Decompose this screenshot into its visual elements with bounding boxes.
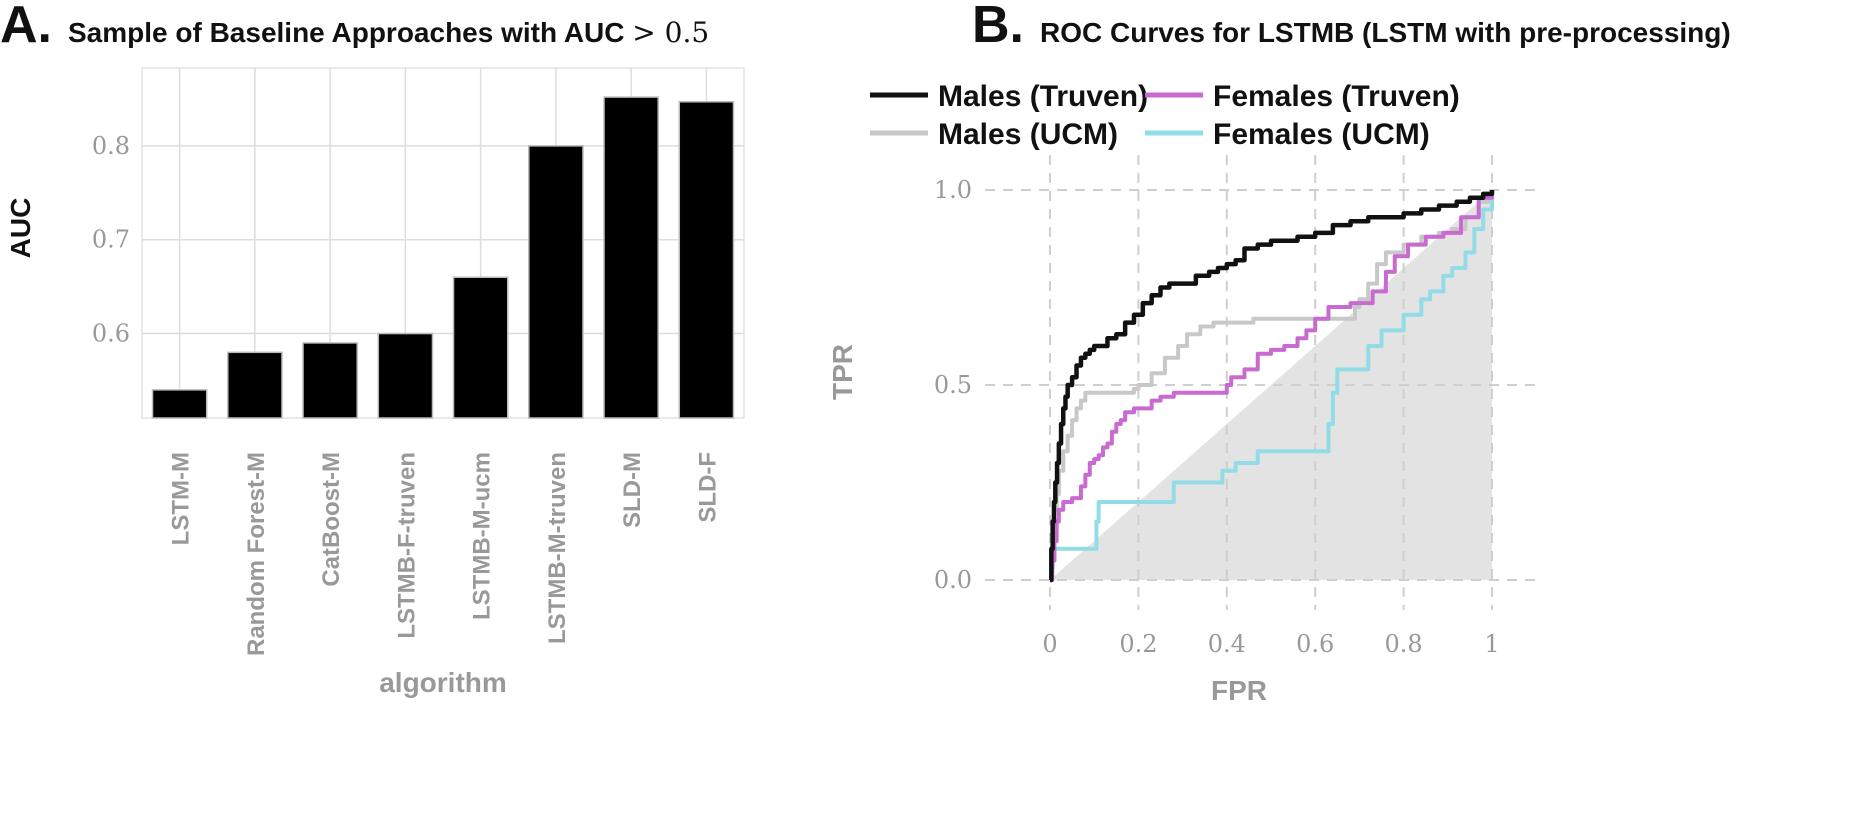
y-axis-title: TPR bbox=[827, 344, 858, 400]
y-tick-label: 0.8 bbox=[92, 132, 130, 160]
panel-a-title: Sample of Baseline Approaches with AUC >… bbox=[68, 16, 709, 49]
y-tick-label: 0.7 bbox=[92, 226, 130, 254]
x-axis-title: FPR bbox=[1211, 675, 1267, 706]
panel-a-letter: A. bbox=[0, 0, 52, 54]
bar bbox=[603, 96, 659, 419]
x-tick-label: 0.6 bbox=[1296, 630, 1334, 658]
bar bbox=[302, 342, 358, 419]
roc-series-line bbox=[1049, 190, 1495, 583]
x-tick-label: LSTMB-M-truven bbox=[544, 452, 571, 644]
bar bbox=[678, 101, 735, 419]
roc-series-line bbox=[1050, 190, 1494, 582]
x-tick-label: SLD-M bbox=[619, 452, 646, 528]
x-tick-label: SLD-F bbox=[694, 452, 721, 523]
x-axis-title: algorithm bbox=[379, 667, 507, 698]
y-tick-label: 0.6 bbox=[92, 320, 130, 348]
y-tick-label: 1.0 bbox=[934, 176, 972, 204]
x-tick-label: LSTMB-F-truven bbox=[393, 452, 420, 639]
roc-series-line bbox=[1049, 190, 1494, 582]
bar bbox=[151, 389, 208, 419]
chance-region bbox=[1050, 190, 1492, 580]
legend-label: Males (UCM) bbox=[938, 118, 1118, 151]
panel-a-title-math: > 0.5 bbox=[632, 16, 709, 49]
bar bbox=[452, 276, 509, 419]
legend-label: Females (Truven) bbox=[1213, 80, 1460, 113]
x-tick-label: 0.4 bbox=[1208, 630, 1246, 658]
bar bbox=[377, 332, 434, 419]
y-axis-title: AUC bbox=[5, 198, 36, 259]
y-tick-label: 0.5 bbox=[934, 371, 972, 399]
legend-label: Females (UCM) bbox=[1213, 118, 1430, 151]
bar bbox=[528, 145, 584, 419]
panel-b-title: ROC Curves for LSTMB (LSTM with pre-proc… bbox=[1040, 17, 1731, 48]
panel-b-letter: B. bbox=[972, 0, 1024, 54]
x-tick-label: 0.2 bbox=[1119, 630, 1157, 658]
x-tick-label: 0.8 bbox=[1385, 630, 1423, 658]
x-tick-label: CatBoost-M bbox=[318, 452, 345, 587]
x-tick-label: LSTM-M bbox=[168, 452, 195, 545]
bar bbox=[227, 351, 283, 419]
roc-chart: 0 0.2 0.4 0.6 0.8 1 0.0 0.5 1.0 Males (Truven) Fem… bbox=[827, 80, 1535, 706]
panel-a-title-text: Sample of Baseline Approaches with AUC bbox=[68, 17, 632, 48]
x-tick-label: 1 bbox=[1484, 630, 1499, 658]
roc-series-line bbox=[1049, 190, 1494, 582]
x-tick-label: 0 bbox=[1042, 630, 1057, 658]
x-tick-label: Random Forest-M bbox=[243, 452, 270, 656]
legend-label: Males (Truven) bbox=[938, 80, 1148, 113]
y-tick-label: 0.0 bbox=[934, 566, 972, 594]
bar-chart-auc: 0.6 0.7 0.8 LSTM-M Random Forest-M CatBoost-M… bbox=[5, 67, 745, 698]
x-tick-label: LSTMB-M-ucm bbox=[469, 452, 496, 620]
